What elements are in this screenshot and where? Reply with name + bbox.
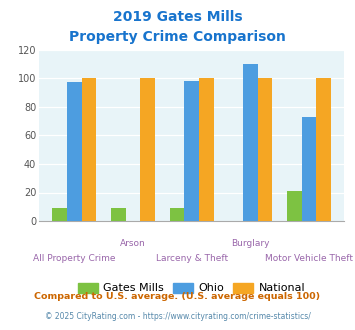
Bar xyxy=(52,208,67,221)
Text: 2019 Gates Mills: 2019 Gates Mills xyxy=(113,10,242,24)
Text: Burglary: Burglary xyxy=(231,239,270,248)
Bar xyxy=(82,78,96,221)
Text: Property Crime Comparison: Property Crime Comparison xyxy=(69,30,286,44)
Bar xyxy=(287,191,302,221)
Bar xyxy=(243,64,258,221)
Bar xyxy=(67,82,82,221)
Text: © 2025 CityRating.com - https://www.cityrating.com/crime-statistics/: © 2025 CityRating.com - https://www.city… xyxy=(45,312,310,321)
Bar xyxy=(184,81,199,221)
Bar xyxy=(111,208,126,221)
Bar xyxy=(316,78,331,221)
Bar xyxy=(140,78,155,221)
Text: Compared to U.S. average. (U.S. average equals 100): Compared to U.S. average. (U.S. average … xyxy=(34,292,321,301)
Bar xyxy=(258,78,272,221)
Bar xyxy=(170,208,184,221)
Bar xyxy=(302,117,316,221)
Bar xyxy=(199,78,214,221)
Text: Larceny & Theft: Larceny & Theft xyxy=(155,254,228,263)
Text: Arson: Arson xyxy=(120,239,146,248)
Text: Motor Vehicle Theft: Motor Vehicle Theft xyxy=(265,254,353,263)
Legend: Gates Mills, Ohio, National: Gates Mills, Ohio, National xyxy=(73,278,310,298)
Text: All Property Crime: All Property Crime xyxy=(33,254,115,263)
